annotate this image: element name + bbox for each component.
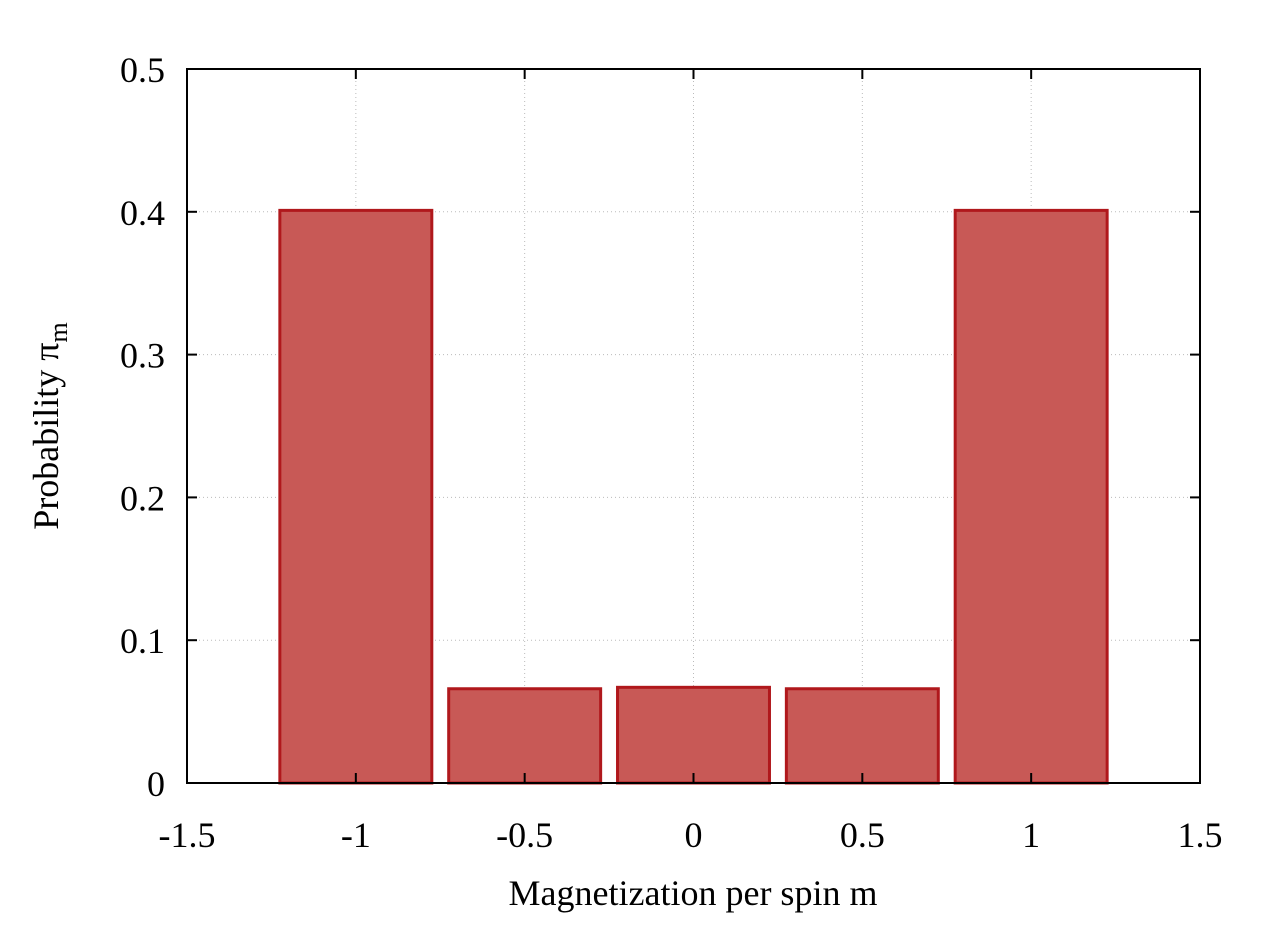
y-tick-label: 0.2 xyxy=(120,478,165,518)
x-tick-label: -1 xyxy=(341,815,371,855)
y-tick-labels: 0 0.1 0.2 0.3 0.4 0.5 xyxy=(120,50,165,804)
x-tick-label: 0 xyxy=(685,815,703,855)
y-tick-label: 0.5 xyxy=(120,50,165,90)
axis-ticks xyxy=(186,68,1201,784)
y-axis-label: Probability πm xyxy=(26,322,73,529)
y-axis-label-main: Probability π xyxy=(26,343,66,530)
y-tick-label: 0.3 xyxy=(120,336,165,376)
y-axis-label-subscript: m xyxy=(44,322,73,342)
x-tick-label: -1.5 xyxy=(159,815,216,855)
bar xyxy=(784,687,940,785)
bars xyxy=(278,208,1109,785)
bar xyxy=(953,208,1109,785)
bar xyxy=(616,685,771,785)
x-tick-label: 1.5 xyxy=(1178,815,1223,855)
x-tick-label: 0.5 xyxy=(840,815,885,855)
y-tick-label: 0 xyxy=(147,764,165,804)
x-tick-label: -0.5 xyxy=(496,815,553,855)
x-tick-label: 1 xyxy=(1022,815,1040,855)
x-axis-label: Magnetization per spin m xyxy=(509,873,878,913)
x-tick-labels: -1.5 -1 -0.5 0 0.5 1 1.5 xyxy=(159,815,1223,855)
bar xyxy=(447,687,603,785)
y-tick-label: 0.1 xyxy=(120,621,165,661)
y-tick-label: 0.4 xyxy=(120,193,165,233)
bar xyxy=(278,208,434,785)
